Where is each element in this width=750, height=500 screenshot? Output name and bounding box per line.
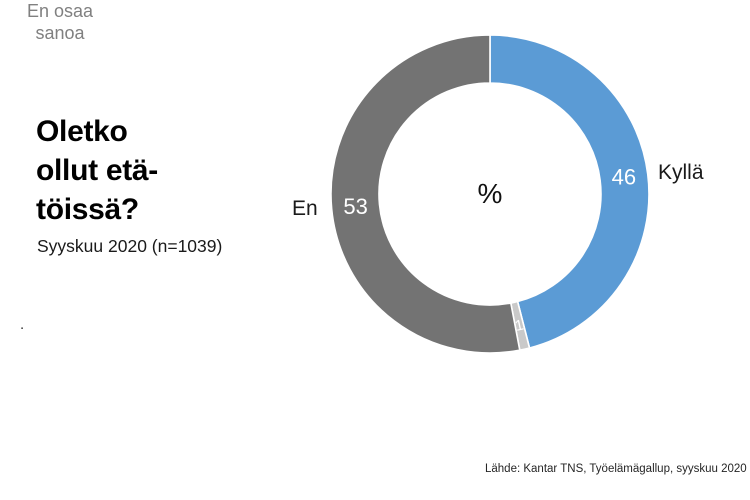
source-note: Lähde: Kantar TNS, Työelämägallup, syysk… bbox=[485, 463, 747, 475]
donut-segment-en bbox=[330, 34, 521, 354]
value-label-kyll: 46 bbox=[612, 165, 636, 190]
center-percent-label: % bbox=[477, 178, 503, 209]
chart-title: Oletko ollut etä- töissä? bbox=[36, 115, 158, 226]
chart-subtitle: Syyskuu 2020 (n=1039) bbox=[37, 236, 223, 256]
label-en: En bbox=[292, 197, 318, 220]
donut-svg: 46 1 53 bbox=[330, 34, 650, 354]
label-kylla: Kyllä bbox=[658, 161, 704, 184]
value-label-en: 53 bbox=[343, 194, 367, 219]
donut-segment-kyll bbox=[489, 34, 650, 349]
label-en-osaa-sanoa: En osaa sanoa bbox=[26, 1, 94, 43]
stray-period: . bbox=[20, 316, 25, 333]
value-label-en-osaa-sanoa: 1 bbox=[513, 316, 525, 334]
donut-chart: 46 1 53 % bbox=[330, 34, 650, 354]
